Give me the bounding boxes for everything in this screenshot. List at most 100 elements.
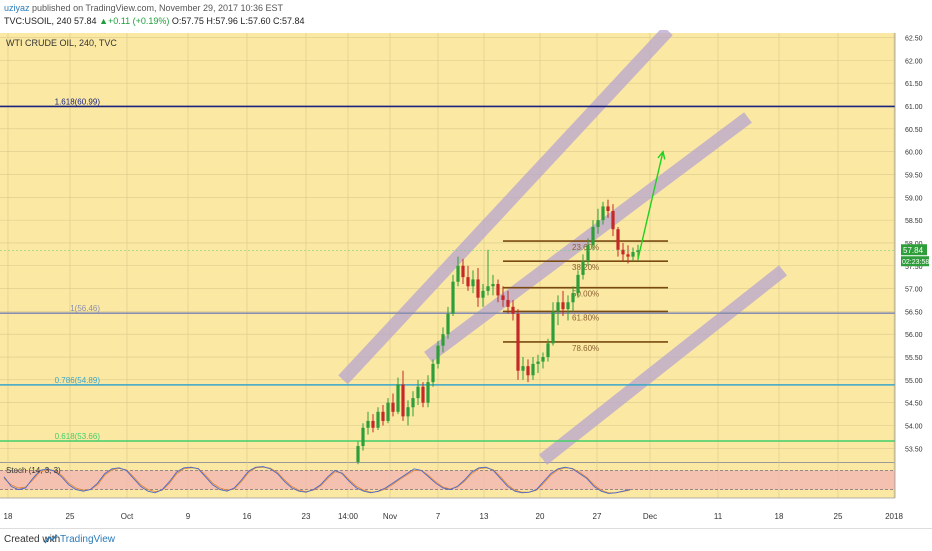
time-tick-label: 20 (536, 512, 545, 521)
price-change: ▲+0.11 (+0.19%) (99, 16, 170, 26)
price-tick-label: 58.50 (905, 218, 923, 225)
fib-retracement-levels[interactable]: 23.60% 38.20% 50.00% 61.80% 78.60% (503, 240, 668, 353)
candle-body (426, 382, 430, 403)
time-tick-label: 7 (436, 512, 441, 521)
price-tick-label: 62.50 (905, 36, 923, 43)
candle-body (601, 206, 605, 221)
time-tick-label: Dec (643, 512, 657, 521)
candle-body (561, 302, 565, 310)
candle-body (486, 286, 490, 291)
author-link[interactable]: uziyaz (4, 3, 30, 13)
candle-body (501, 295, 505, 300)
symbol-price: TVC:USOIL, 240 57.84 (4, 16, 97, 26)
candle-body (566, 302, 570, 310)
tradingview-logo-icon (44, 534, 58, 544)
symbol-line: TVC:USOIL, 240 57.84 ▲+0.11 (+0.19%) O:5… (4, 16, 305, 26)
time-tick-label: 11 (714, 512, 723, 521)
candle-body (576, 274, 580, 294)
trend-channel (538, 265, 788, 465)
candle-body (401, 384, 405, 417)
time-tick-label: 9 (186, 512, 191, 521)
candle-body (436, 345, 440, 364)
time-tick-label: 25 (66, 512, 75, 521)
candle-body (516, 313, 520, 371)
price-tick-label: 54.50 (905, 401, 923, 408)
candle-body (496, 284, 500, 296)
candle-body (526, 366, 530, 376)
time-tick-label: 23 (302, 512, 311, 521)
candle-body (541, 357, 545, 362)
chart-axes: 62.50 62.00 61.50 61.00 60.50 60.00 59.50 59.00… (0, 33, 932, 528)
candle-body (581, 261, 585, 275)
candle-body (431, 363, 435, 383)
fib-retracement-label: 78.60% (572, 344, 599, 353)
candle-body (621, 249, 625, 255)
candle-body (366, 420, 370, 428)
candle-body (606, 206, 610, 211)
time-tick-label: Nov (383, 512, 397, 521)
candle-body (571, 293, 575, 303)
countdown-tag (901, 256, 929, 267)
time-tick-label: 27 (593, 512, 602, 521)
chart-title: WTI CRUDE OIL, 240, TVC (6, 38, 117, 48)
fib-extension-label: 0.618(53.66) (55, 432, 101, 441)
candle-body (626, 254, 630, 257)
candle-body (611, 210, 615, 230)
tradingview-brand-link[interactable]: TradingView (60, 534, 116, 545)
candle-body (616, 229, 620, 250)
price-tick-label: 60.00 (905, 150, 923, 157)
countdown-value: 02:23:58 (902, 259, 929, 266)
candle-body (506, 299, 510, 307)
fib-extension-label: 1(56.46) (70, 304, 100, 313)
trend-channel (424, 112, 752, 363)
candle-body (531, 363, 535, 376)
price-tick-label: 61.00 (905, 104, 923, 111)
candle-body (386, 402, 390, 421)
price-chart[interactable]: 1.618(60.99) 1(56.46) 0.786(54.89) 0.618(53… (0, 30, 932, 528)
candle-body (536, 361, 540, 364)
trend-channel (338, 30, 673, 385)
candle-body (471, 279, 475, 287)
price-tick-label: 60.50 (905, 127, 923, 134)
time-tick-label: Oct (121, 512, 134, 521)
time-tick-label: 18 (775, 512, 784, 521)
stoch-band (0, 470, 895, 490)
price-tick-label: 59.50 (905, 172, 923, 179)
candle-series (356, 199, 640, 465)
fib-extension-levels[interactable]: 1.618(60.99) 1(56.46) 0.786(54.89) 0.618(53… (0, 97, 895, 442)
price-tick-label: 56.00 (905, 332, 923, 339)
candle-body (631, 252, 635, 257)
price-tick-label: 57.50 (905, 264, 923, 271)
candle-body (406, 407, 410, 417)
candle-body (371, 420, 375, 428)
price-tick-label: 62.00 (905, 58, 923, 65)
candle-body (591, 226, 595, 246)
candle-body (476, 279, 480, 298)
candle-body (456, 265, 460, 282)
candle-body (411, 398, 415, 408)
candle-body (481, 290, 485, 298)
fib-extension-label: 0.786(54.89) (55, 376, 101, 385)
fib-retracement-label: 23.60% (572, 243, 599, 252)
candle-body (451, 281, 455, 314)
candle-body (381, 411, 385, 421)
trend-channels[interactable] (338, 30, 788, 465)
fib-retracement-label: 38.20% (572, 263, 599, 272)
time-tick-label: 18 (4, 512, 13, 521)
publish-header: uziyaz published on TradingView.com, Nov… (0, 0, 932, 30)
candle-body (421, 386, 425, 403)
stoch-label: Stoch (14, 3, 3) (6, 466, 61, 475)
created-with-text: Created with (4, 534, 61, 545)
fib-retracement-label: 61.80% (572, 313, 599, 322)
pane-separator (0, 462, 895, 463)
time-tick-label: 2018 (885, 512, 903, 521)
projection-arrowhead (657, 150, 666, 160)
projection-arrow[interactable] (637, 150, 666, 260)
candle-body (376, 411, 380, 428)
time-tick-label: 14:00 (338, 512, 359, 521)
last-price-value: 57.84 (903, 246, 924, 255)
candle-body (491, 284, 495, 287)
candle-body (546, 343, 550, 358)
candle-body (391, 402, 395, 412)
candle-body (551, 311, 555, 344)
